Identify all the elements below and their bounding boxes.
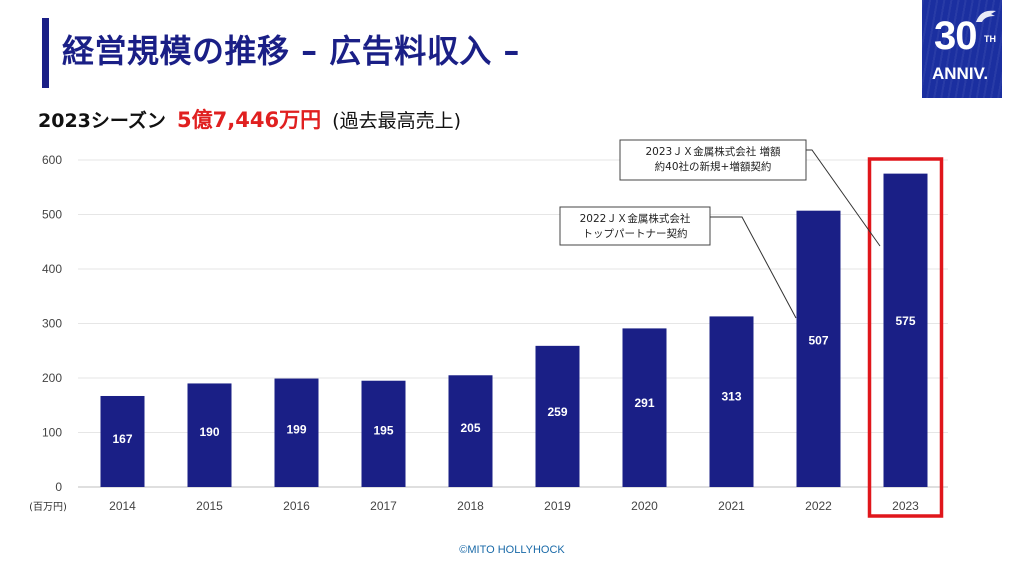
bar-value-label: 190 [199, 425, 219, 439]
y-tick-label: 100 [42, 426, 62, 440]
annotation-leader-line [710, 216, 797, 319]
bar [274, 378, 319, 487]
annotation-box [619, 139, 807, 181]
bar-value-label: 167 [112, 432, 132, 446]
x-tick-label: 2020 [631, 499, 658, 513]
x-tick-label: 2023 [892, 499, 919, 513]
bar-value-label: 195 [373, 424, 393, 438]
subtitle: 2023シーズン 5億7,446万円 (過去最高売上) [38, 104, 461, 134]
x-tick-label: 2018 [457, 499, 484, 513]
bar [709, 316, 754, 487]
bar-value-label: 259 [547, 405, 567, 419]
y-tick-label: 300 [42, 317, 62, 331]
bar [100, 395, 145, 487]
bar [796, 210, 841, 487]
annotation-box [559, 206, 711, 246]
season-label: 2023シーズン [38, 110, 166, 132]
y-axis-unit-label: (百万円) [29, 501, 67, 513]
bar-value-label: 313 [721, 390, 741, 404]
x-tick-label: 2014 [109, 499, 136, 513]
x-tick-label: 2015 [196, 499, 223, 513]
bar [883, 173, 928, 487]
annotation-leader-line [806, 149, 881, 247]
dragon-icon [976, 10, 996, 22]
logo-label: ANNIV. [932, 64, 989, 83]
revenue-amount: 5億7,446万円 [177, 108, 322, 132]
page-title: 経営規模の推移 – 広告料収入 – [62, 32, 520, 70]
copyright-footer: ©MITO HOLLYHOCK [459, 544, 565, 556]
y-tick-label: 400 [42, 262, 62, 276]
bar-value-label: 507 [808, 334, 828, 348]
title-accent-bar [42, 18, 49, 88]
x-tick-label: 2022 [805, 499, 832, 513]
bar-value-label: 205 [460, 421, 480, 435]
bar [448, 375, 493, 487]
logo-suffix: TH [984, 34, 996, 44]
logo-number: 30 [934, 14, 977, 58]
x-tick-label: 2021 [718, 499, 745, 513]
bar [535, 345, 580, 487]
y-tick-label: 0 [55, 480, 62, 494]
bar-value-label: 291 [634, 396, 654, 410]
record-note: (過去最高売上) [332, 110, 461, 132]
annotation-text: トップパートナー契約 [583, 227, 688, 240]
x-tick-label: 2017 [370, 499, 397, 513]
bar-value-label: 575 [895, 314, 915, 328]
x-tick-label: 2016 [283, 499, 310, 513]
bar [187, 383, 232, 487]
y-tick-label: 500 [42, 208, 62, 222]
y-tick-label: 200 [42, 371, 62, 385]
y-tick-label: 600 [42, 153, 62, 167]
highlight-box [867, 157, 944, 518]
annotation-text: 2023ＪＸ金属株式会社 増額 [645, 145, 781, 158]
bar [361, 380, 406, 487]
bar-value-label: 199 [286, 423, 306, 437]
bar [622, 328, 667, 487]
annotation-text: 約40社の新規+増額契約 [655, 160, 772, 173]
anniversary-logo: 30 TH ANNIV. [922, 0, 1002, 98]
x-tick-label: 2019 [544, 499, 571, 513]
annotation-text: 2022ＪＸ金属株式会社 [580, 212, 691, 225]
